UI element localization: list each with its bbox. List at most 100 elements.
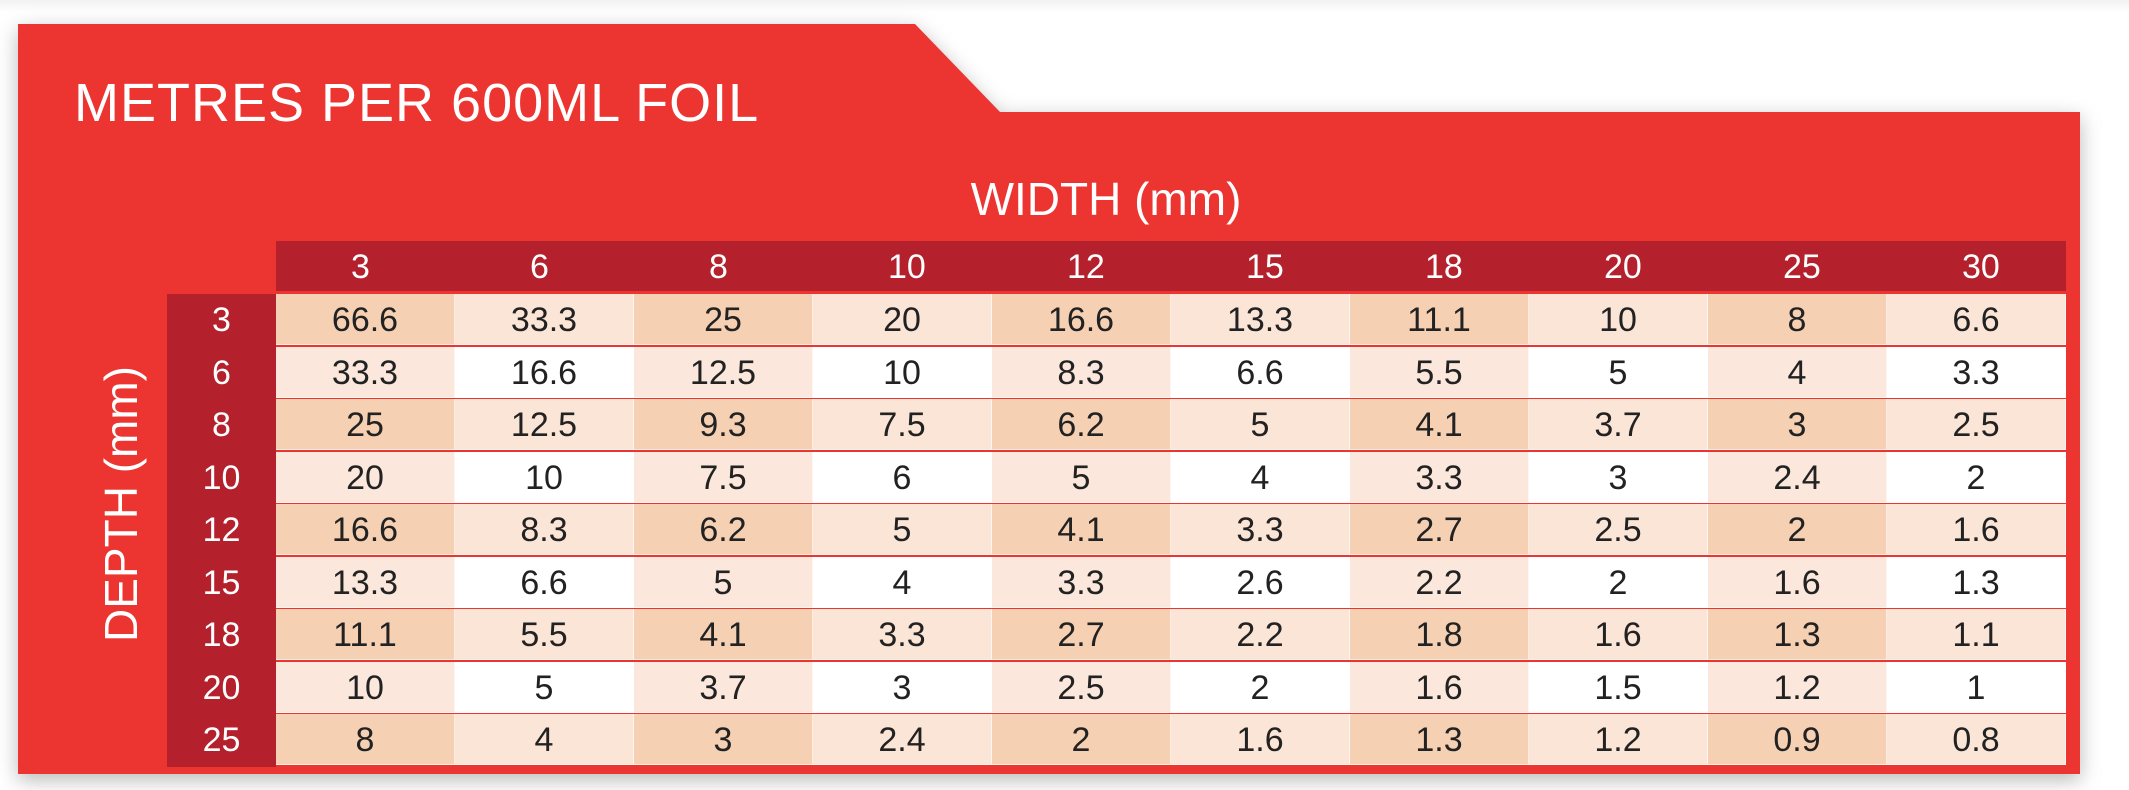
table-cell: 2.7 [1350, 504, 1529, 555]
table-cell: 11.1 [276, 609, 455, 660]
table-cell: 1.5 [1529, 661, 1708, 713]
column-header: 12 [1067, 248, 1105, 286]
row-header: 6 [212, 353, 231, 392]
table-cell: 3.3 [1350, 451, 1529, 503]
table-cell: 1.6 [1350, 661, 1529, 713]
table-cell: 11.1 [1350, 294, 1529, 345]
column-header: 18 [1425, 248, 1463, 286]
table-cell: 2 [992, 714, 1171, 765]
row-header: 18 [202, 616, 241, 654]
table-cell: 16.6 [276, 504, 455, 555]
table-cell: 10 [1529, 294, 1708, 345]
table-cell: 33.3 [276, 346, 455, 398]
table-cell: 2.5 [1529, 504, 1708, 555]
column-header: 6 [530, 248, 549, 286]
table-cell: 4 [1708, 346, 1887, 398]
table-cell: 2.6 [1171, 556, 1350, 608]
width-axis-label: WIDTH (mm) [970, 173, 1242, 225]
table-cell: 2 [1887, 451, 2066, 503]
table-cell: 2.4 [813, 714, 992, 765]
table-row: 8 4 3 2.4 2 1.6 1.3 1.2 0.9 0.8 [276, 714, 2066, 767]
table-cell: 1.6 [1708, 556, 1887, 608]
table-cell: 33.3 [455, 294, 634, 345]
table-cell: 3.3 [1171, 504, 1350, 555]
table-cell: 6.6 [455, 556, 634, 608]
table-row: 10 5 3.7 3 2.5 2 1.6 1.5 1.2 1 [276, 661, 2066, 715]
table-cell: 1.3 [1708, 609, 1887, 660]
table-cell: 2.5 [992, 661, 1171, 713]
table-cell: 3 [634, 714, 813, 765]
table-cell: 3.3 [1887, 346, 2066, 398]
table-row: 20 10 7.5 6 5 4 3.3 3 2.4 2 [276, 451, 2066, 505]
table-cell: 4.1 [992, 504, 1171, 555]
table-cell: 20 [813, 294, 992, 345]
table-cell: 0.9 [1708, 714, 1887, 765]
table-cell: 3.7 [634, 661, 813, 713]
table-cell: 6.2 [634, 504, 813, 555]
table-cell: 7.5 [634, 451, 813, 503]
table-cell: 3 [1708, 399, 1887, 450]
table-cell: 3 [813, 661, 992, 713]
table-cell: 25 [276, 399, 455, 450]
table-cell: 2 [1171, 661, 1350, 713]
table-cell: 66.6 [276, 294, 455, 345]
top-divider [0, 0, 2129, 12]
table-cell: 1.6 [1887, 504, 2066, 555]
table-cell: 5.5 [455, 609, 634, 660]
table-cell: 12.5 [455, 399, 634, 450]
table-cell: 2 [1529, 556, 1708, 608]
table-cell: 16.6 [455, 346, 634, 398]
table-cell: 4.1 [1350, 399, 1529, 450]
table-cell: 4.1 [634, 609, 813, 660]
table-cell: 1 [1887, 661, 2066, 713]
row-header: 15 [202, 563, 241, 602]
row-header: 3 [212, 301, 231, 339]
table-cell: 1.6 [1171, 714, 1350, 765]
table-row: 33.3 16.6 12.5 10 8.3 6.6 5.5 5 4 3.3 [276, 346, 2066, 400]
table-cell: 1.2 [1708, 661, 1887, 713]
table-cell: 8.3 [992, 346, 1171, 398]
table-cell: 6.6 [1171, 346, 1350, 398]
table-cell: 2.2 [1350, 556, 1529, 608]
table-cell: 9.3 [634, 399, 813, 450]
column-header: 10 [888, 248, 926, 286]
column-header: 30 [1962, 248, 2000, 286]
row-header: 25 [202, 721, 241, 759]
table-cell: 5 [813, 504, 992, 555]
table-cell: 8 [276, 714, 455, 765]
table-cell: 6 [813, 451, 992, 503]
table-cell: 6.6 [1887, 294, 2066, 345]
table-cell: 16.6 [992, 294, 1171, 345]
table-row: 11.1 5.5 4.1 3.3 2.7 2.2 1.8 1.6 1.3 1.1 [276, 609, 2066, 662]
table-cell: 5.5 [1350, 346, 1529, 398]
table-cell: 8.3 [455, 504, 634, 555]
column-header: 3 [351, 248, 370, 286]
table-cell: 6.2 [992, 399, 1171, 450]
table-cell: 10 [276, 661, 455, 713]
table-cell: 2.4 [1708, 451, 1887, 503]
table-cell: 1.3 [1887, 556, 2066, 608]
table-row: 16.6 8.3 6.2 5 4.1 3.3 2.7 2.5 2 1.6 [276, 504, 2066, 557]
table-row: 13.3 6.6 5 4 3.3 2.6 2.2 2 1.6 1.3 [276, 556, 2066, 610]
table-cell: 3.3 [992, 556, 1171, 608]
table-cell: 4 [813, 556, 992, 608]
table-cell: 1.3 [1350, 714, 1529, 765]
row-header-column [167, 294, 276, 767]
table-cell: 8 [1708, 294, 1887, 345]
row-header: 10 [202, 458, 241, 497]
table-cell: 25 [634, 294, 813, 345]
table-cell: 4 [1171, 451, 1350, 503]
table-row: 66.6 33.3 25 20 16.6 13.3 11.1 10 8 6.6 [276, 294, 2066, 347]
table-cell: 5 [1529, 346, 1708, 398]
column-header: 20 [1604, 248, 1642, 286]
table-card: METRES PER 600ML FOIL WIDTH (mm) DEPTH (… [18, 24, 2080, 774]
table-cell: 5 [992, 451, 1171, 503]
table-cell: 3 [1529, 451, 1708, 503]
row-header: 8 [212, 406, 231, 444]
row-header: 12 [202, 511, 241, 549]
table-cell: 1.6 [1529, 609, 1708, 660]
column-header-row: 3 6 8 10 12 15 18 20 25 30 [276, 241, 2066, 291]
table-cell: 1.1 [1887, 609, 2066, 660]
table-cell: 10 [813, 346, 992, 398]
table-cell: 5 [634, 556, 813, 608]
